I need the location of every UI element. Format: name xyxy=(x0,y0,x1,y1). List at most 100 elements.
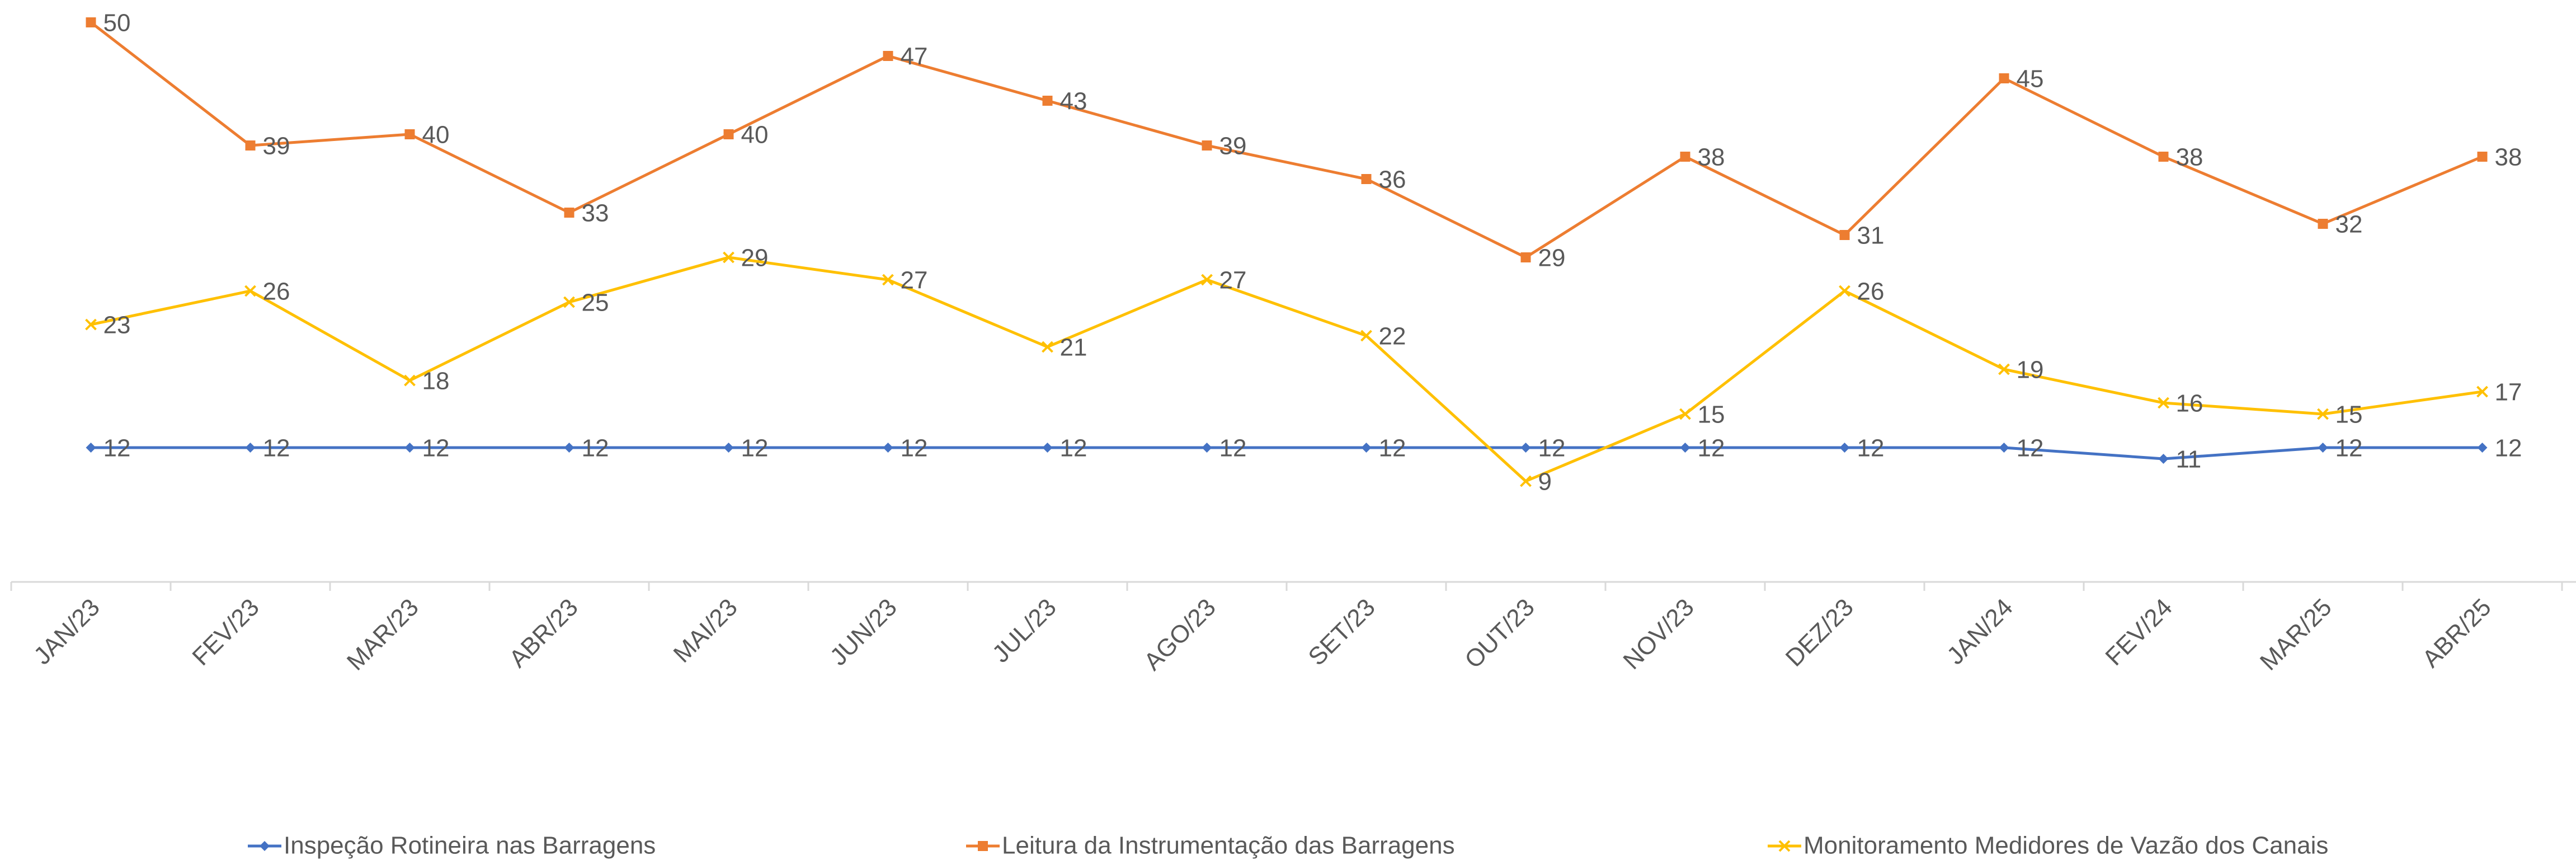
marker xyxy=(1520,443,1531,453)
x-tick-label: FEV/24 xyxy=(2100,594,2177,671)
marker xyxy=(564,208,574,218)
x-tick-label: DEZ/23 xyxy=(1781,594,1859,672)
marker xyxy=(1778,840,1791,852)
data-label: 32 xyxy=(2335,211,2363,238)
marker xyxy=(563,296,575,308)
data-label: 45 xyxy=(2017,65,2044,93)
data-label: 19 xyxy=(2017,356,2044,384)
marker xyxy=(404,443,415,453)
data-label: 12 xyxy=(741,435,769,462)
marker xyxy=(1202,140,1212,151)
data-label: 39 xyxy=(263,133,290,160)
marker xyxy=(1520,252,1531,262)
data-label: 38 xyxy=(2176,144,2203,171)
marker xyxy=(564,443,574,453)
data-label: 12 xyxy=(1379,435,1406,462)
data-label: 12 xyxy=(901,435,928,462)
marker xyxy=(883,443,893,453)
marker xyxy=(260,841,270,851)
marker xyxy=(85,318,97,331)
marker xyxy=(882,274,894,286)
data-label: 9 xyxy=(1538,468,1552,496)
data-label: 27 xyxy=(1219,267,1247,294)
data-label: 17 xyxy=(2495,379,2522,406)
marker xyxy=(1999,73,2009,83)
x-tick-label: AGO/23 xyxy=(1139,594,1221,676)
marker xyxy=(245,140,256,151)
data-label: 12 xyxy=(1219,435,1247,462)
marker xyxy=(244,285,256,297)
marker xyxy=(1520,475,1532,487)
marker xyxy=(2158,397,2169,409)
data-label: 47 xyxy=(901,43,928,71)
data-label: 38 xyxy=(1698,144,1725,171)
marker xyxy=(1839,443,1850,453)
marker xyxy=(2317,408,2329,420)
marker xyxy=(1680,443,1690,453)
data-label: 12 xyxy=(2335,435,2363,462)
data-label: 38 xyxy=(2495,144,2522,171)
data-label: 25 xyxy=(582,289,609,317)
data-label: 12 xyxy=(582,435,609,462)
marker xyxy=(86,17,96,27)
data-label: 12 xyxy=(422,435,450,462)
marker xyxy=(1998,363,2010,375)
marker xyxy=(883,51,893,61)
marker xyxy=(86,443,96,453)
x-tick-label: ABR/25 xyxy=(2417,594,2497,673)
data-label: 12 xyxy=(1060,435,1087,462)
marker xyxy=(1680,152,1690,162)
data-label: 33 xyxy=(582,200,609,227)
marker xyxy=(723,443,734,453)
marker xyxy=(1839,285,1850,297)
legend-item: Inspeção Rotineira nas Barragens xyxy=(248,832,656,859)
marker xyxy=(2476,386,2488,398)
marker xyxy=(723,129,734,139)
x-tick-label: SET/23 xyxy=(1303,594,1380,671)
marker xyxy=(2477,152,2488,162)
x-tick-label: ABR/23 xyxy=(504,594,583,673)
data-label: 18 xyxy=(422,368,450,395)
data-label: 39 xyxy=(1219,133,1247,160)
legend-label: Leitura da Instrumentação das Barragens xyxy=(1002,832,1455,859)
data-label: 26 xyxy=(263,278,290,306)
data-label: 23 xyxy=(103,312,131,339)
legend-label: Inspeção Rotineira nas Barragens xyxy=(284,832,656,859)
legend-item: Leitura da Instrumentação das Barragens xyxy=(966,832,1455,859)
x-tick-label: MAI/23 xyxy=(668,594,743,668)
data-label: 50 xyxy=(103,10,131,37)
data-label: 12 xyxy=(2017,435,2044,462)
marker xyxy=(1360,330,1372,342)
marker xyxy=(404,129,415,139)
marker xyxy=(1679,408,1691,420)
data-label: 12 xyxy=(263,435,290,462)
data-label: 22 xyxy=(1379,323,1406,350)
data-label: 40 xyxy=(422,121,450,149)
data-label: 12 xyxy=(1857,435,1885,462)
data-label: 29 xyxy=(741,245,769,272)
data-label: 16 xyxy=(2176,390,2203,417)
marker xyxy=(978,841,988,851)
data-label: 12 xyxy=(103,435,131,462)
data-label: 36 xyxy=(1379,166,1406,194)
data-label: 29 xyxy=(1538,245,1566,272)
x-tick-label: JAN/23 xyxy=(29,594,105,670)
marker xyxy=(404,374,416,387)
marker xyxy=(1042,96,1053,106)
data-label: 31 xyxy=(1857,222,1885,250)
x-tick-label: MAR/23 xyxy=(342,594,424,676)
marker xyxy=(245,443,256,453)
legend-item: Monitoramento Medidores de Vazão dos Can… xyxy=(1768,832,2328,859)
series-line xyxy=(90,256,2483,483)
marker xyxy=(1202,443,1212,453)
legend-label: Monitoramento Medidores de Vazão dos Can… xyxy=(1803,832,2328,859)
marker xyxy=(1839,230,1850,240)
data-label: 12 xyxy=(1698,435,1725,462)
data-label: 27 xyxy=(901,267,928,294)
marker xyxy=(1361,443,1372,453)
data-label: 12 xyxy=(1538,435,1566,462)
marker xyxy=(2477,443,2488,453)
data-label: 40 xyxy=(741,121,769,149)
marker xyxy=(2158,152,2169,162)
